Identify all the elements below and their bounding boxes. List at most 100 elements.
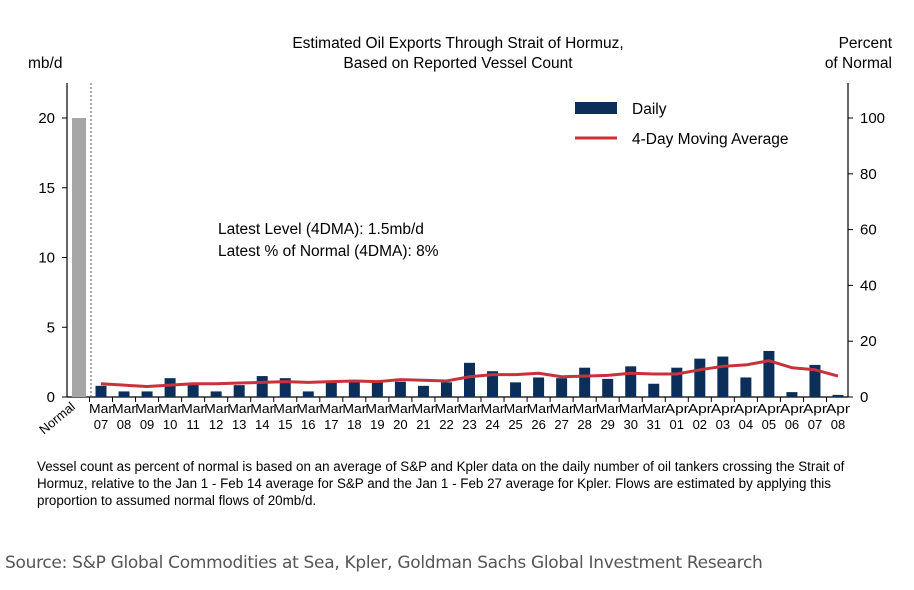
- daily-bar: [256, 376, 268, 397]
- x-tick-label-day: 06: [785, 417, 799, 432]
- x-tick-label-day: 23: [462, 417, 476, 432]
- x-tick-label-day: 29: [600, 417, 614, 432]
- x-tick-label-month: Apr: [826, 401, 851, 416]
- daily-bar: [325, 382, 337, 397]
- daily-bar: [417, 385, 429, 397]
- x-tick-label-day: 27: [554, 417, 568, 432]
- left-axis-label: mb/d: [28, 55, 62, 72]
- x-tick-label-day: 07: [808, 417, 822, 432]
- right-axis-label: Percent: [839, 35, 893, 52]
- x-tick-label-day: 30: [623, 417, 637, 432]
- daily-bar: [440, 382, 452, 397]
- x-tick-label-month: Mar: [112, 401, 137, 416]
- right-axis-label: of Normal: [825, 55, 892, 72]
- left-tick-label: 20: [38, 110, 55, 127]
- normal-label: Normal: [36, 399, 78, 437]
- daily-bar: [118, 391, 130, 397]
- normal-bar: [72, 118, 86, 397]
- daily-bar: [832, 394, 844, 397]
- x-tick-label-day: 07: [94, 417, 108, 432]
- chart-title: Based on Reported Vessel Count: [343, 55, 573, 72]
- daily-bar: [602, 378, 614, 397]
- x-tick-label-month: Apr: [803, 401, 828, 416]
- daily-bar: [164, 378, 176, 397]
- x-tick-label-day: 17: [324, 417, 338, 432]
- daily-bar: [740, 377, 752, 397]
- right-tick-label: 0: [860, 389, 868, 406]
- x-tick-label-month: Mar: [481, 401, 506, 416]
- x-tick-label-month: Mar: [527, 401, 552, 416]
- x-tick-label-day: 09: [140, 417, 154, 432]
- x-tick-label-day: 24: [485, 417, 499, 432]
- x-tick-label-month: Mar: [550, 401, 575, 416]
- x-tick-label-day: 28: [577, 417, 591, 432]
- right-tick-label: 20: [860, 333, 877, 350]
- source-note: Source: S&P Global Commodities at Sea, K…: [5, 553, 763, 573]
- x-tick-label-day: 10: [163, 417, 177, 432]
- x-tick-label-day: 12: [209, 417, 223, 432]
- x-tick-label-month: Apr: [757, 401, 782, 416]
- right-tick-label: 60: [860, 222, 877, 239]
- x-tick-label-month: Mar: [434, 401, 459, 416]
- daily-bar: [371, 382, 383, 397]
- x-tick-label-month: Mar: [596, 401, 621, 416]
- x-tick-label-day: 26: [531, 417, 545, 432]
- daily-bar: [694, 358, 706, 397]
- x-tick-label-day: 15: [278, 417, 292, 432]
- x-tick-label-month: Mar: [504, 401, 529, 416]
- x-tick-label-day: 04: [739, 417, 753, 432]
- daily-bar: [717, 356, 729, 397]
- x-tick-label-month: Mar: [411, 401, 436, 416]
- x-tick-label-day: 25: [508, 417, 522, 432]
- daily-bar: [648, 383, 660, 397]
- annotation: Latest % of Normal (4DMA): 8%: [218, 243, 439, 260]
- daily-bar: [510, 382, 522, 397]
- left-tick-label: 0: [47, 389, 55, 406]
- daily-bar: [187, 383, 199, 397]
- x-tick-label-month: Mar: [365, 401, 390, 416]
- daily-bar: [671, 367, 683, 397]
- x-tick-label-day: 01: [670, 417, 684, 432]
- x-tick-label-month: Mar: [273, 401, 298, 416]
- daily-bar: [579, 367, 591, 397]
- x-tick-label-month: Mar: [250, 401, 275, 416]
- x-tick-label-day: 03: [716, 417, 730, 432]
- x-tick-label-day: 20: [393, 417, 407, 432]
- x-tick-label-month: Mar: [135, 401, 160, 416]
- x-tick-label-month: Mar: [458, 401, 483, 416]
- daily-bar: [809, 364, 821, 397]
- x-tick-label-day: 05: [762, 417, 776, 432]
- footnote: Vessel count as percent of normal is bas…: [37, 459, 845, 508]
- x-tick-label-day: 08: [831, 417, 845, 432]
- x-tick-label-day: 14: [255, 417, 269, 432]
- x-tick-label-month: Mar: [642, 401, 667, 416]
- daily-bar: [233, 385, 245, 397]
- x-tick-label-month: Apr: [665, 401, 690, 416]
- x-tick-label-month: Mar: [181, 401, 206, 416]
- x-tick-label-month: Mar: [296, 401, 321, 416]
- x-tick-label-month: Mar: [342, 401, 367, 416]
- chart-title: Estimated Oil Exports Through Strait of …: [292, 35, 623, 52]
- x-tick-label-month: Mar: [573, 401, 598, 416]
- legend-label-daily: Daily: [632, 101, 667, 118]
- annotation: Latest Level (4DMA): 1.5mb/d: [218, 221, 424, 238]
- left-tick-label: 5: [47, 319, 55, 336]
- daily-bar: [141, 391, 153, 397]
- daily-bar: [394, 381, 406, 397]
- right-tick-label: 80: [860, 166, 877, 183]
- daily-bar: [533, 377, 545, 397]
- x-tick-label-month: Mar: [89, 401, 114, 416]
- right-tick-label: 100: [860, 110, 885, 127]
- x-tick-label-month: Mar: [619, 401, 644, 416]
- x-tick-label-month: Mar: [388, 401, 413, 416]
- daily-bar: [487, 371, 499, 397]
- legend-swatch-daily: [575, 102, 617, 114]
- x-tick-label-day: 21: [416, 417, 430, 432]
- x-tick-label-day: 19: [370, 417, 384, 432]
- left-tick-label: 10: [38, 250, 55, 267]
- daily-bar: [348, 382, 360, 397]
- x-tick-label-day: 13: [232, 417, 246, 432]
- x-tick-label-day: 08: [117, 417, 131, 432]
- x-tick-label-month: Apr: [711, 401, 736, 416]
